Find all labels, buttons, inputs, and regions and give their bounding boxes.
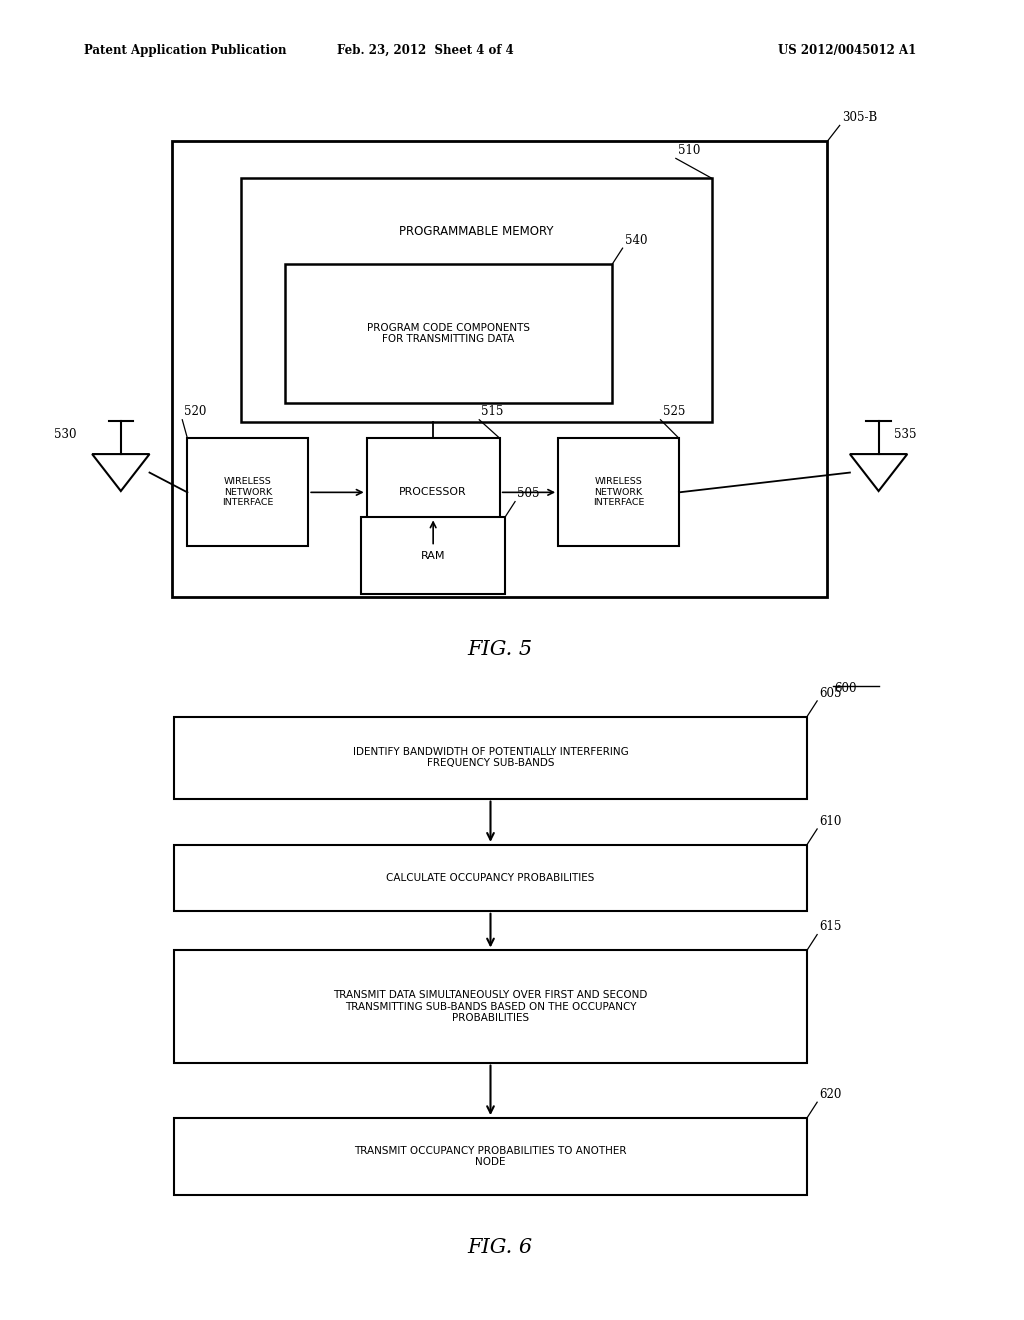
Text: PROCESSOR: PROCESSOR <box>399 487 467 498</box>
Text: 535: 535 <box>894 428 916 441</box>
Text: 515: 515 <box>481 405 504 418</box>
Bar <box>367 438 500 546</box>
Text: PROGRAMMABLE MEMORY: PROGRAMMABLE MEMORY <box>399 226 553 239</box>
Bar <box>174 717 807 799</box>
Text: 525: 525 <box>663 405 685 418</box>
Text: 620: 620 <box>819 1088 842 1101</box>
Text: FIG. 5: FIG. 5 <box>467 640 532 659</box>
Text: 520: 520 <box>184 405 207 418</box>
Bar <box>241 178 712 422</box>
Text: RAM: RAM <box>421 550 445 561</box>
Bar <box>174 950 807 1063</box>
Text: 305-B: 305-B <box>842 111 877 124</box>
Bar <box>285 264 612 403</box>
Text: Feb. 23, 2012  Sheet 4 of 4: Feb. 23, 2012 Sheet 4 of 4 <box>337 44 513 57</box>
Text: 610: 610 <box>819 814 842 828</box>
Text: 530: 530 <box>54 428 77 441</box>
Bar <box>361 517 505 594</box>
Bar <box>172 141 827 597</box>
Text: WIRELESS
NETWORK
INTERFACE: WIRELESS NETWORK INTERFACE <box>593 478 644 507</box>
Text: WIRELESS
NETWORK
INTERFACE: WIRELESS NETWORK INTERFACE <box>222 478 273 507</box>
Text: 505: 505 <box>517 487 540 500</box>
Bar <box>187 438 308 546</box>
Bar <box>174 1118 807 1195</box>
Text: US 2012/0045012 A1: US 2012/0045012 A1 <box>778 44 916 57</box>
Text: 510: 510 <box>678 144 700 157</box>
Text: TRANSMIT DATA SIMULTANEOUSLY OVER FIRST AND SECOND
TRANSMITTING SUB-BANDS BASED : TRANSMIT DATA SIMULTANEOUSLY OVER FIRST … <box>333 990 648 1023</box>
Text: TRANSMIT OCCUPANCY PROBABILITIES TO ANOTHER
NODE: TRANSMIT OCCUPANCY PROBABILITIES TO ANOT… <box>354 1146 627 1167</box>
Text: 600: 600 <box>835 682 857 696</box>
Bar <box>558 438 679 546</box>
Text: CALCULATE OCCUPANCY PROBABILITIES: CALCULATE OCCUPANCY PROBABILITIES <box>386 873 595 883</box>
Text: IDENTIFY BANDWIDTH OF POTENTIALLY INTERFERING
FREQUENCY SUB-BANDS: IDENTIFY BANDWIDTH OF POTENTIALLY INTERF… <box>352 747 629 768</box>
Text: Patent Application Publication: Patent Application Publication <box>84 44 287 57</box>
Text: 605: 605 <box>819 686 842 700</box>
Text: PROGRAM CODE COMPONENTS
FOR TRANSMITTING DATA: PROGRAM CODE COMPONENTS FOR TRANSMITTING… <box>367 322 530 345</box>
Bar <box>174 845 807 911</box>
Text: 615: 615 <box>819 920 842 933</box>
Text: 540: 540 <box>625 234 647 247</box>
Text: FIG. 6: FIG. 6 <box>467 1238 532 1257</box>
